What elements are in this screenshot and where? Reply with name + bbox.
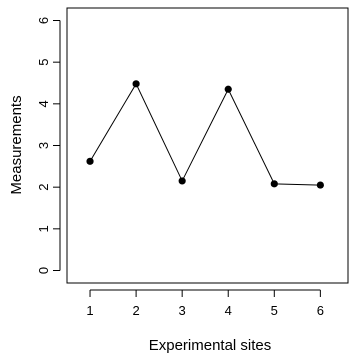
- y-tick-label: 2: [36, 184, 51, 191]
- y-tick-label: 5: [36, 59, 51, 66]
- plot-frame: [66, 7, 349, 284]
- x-axis: 1 2 3 4 5 6: [86, 289, 324, 318]
- y-tick-label: 3: [36, 142, 51, 149]
- y-tick-label: 4: [36, 100, 51, 107]
- x-tick-label: 3: [179, 303, 186, 318]
- x-tick-label: 5: [271, 303, 278, 318]
- series-line: [89, 82, 321, 186]
- y-tick-label: 1: [36, 225, 51, 232]
- y-axis: 0 1 2 3 4 5 6: [36, 17, 61, 274]
- data-point: [316, 181, 324, 189]
- series-layer: [86, 80, 324, 189]
- data-point: [224, 85, 232, 93]
- x-tick-label: 1: [86, 303, 93, 318]
- data-point: [132, 80, 140, 88]
- y-tick-label: 0: [36, 267, 51, 274]
- x-tick-label: 2: [132, 303, 139, 318]
- data-point: [86, 157, 94, 165]
- x-axis-label: Experimental sites: [149, 337, 272, 354]
- x-tick-label: 4: [225, 303, 232, 318]
- data-point: [270, 180, 278, 188]
- y-tick-label: 6: [36, 17, 51, 24]
- data-point: [178, 177, 186, 185]
- x-tick-label: 6: [317, 303, 324, 318]
- y-axis-label: Measurements: [8, 95, 25, 194]
